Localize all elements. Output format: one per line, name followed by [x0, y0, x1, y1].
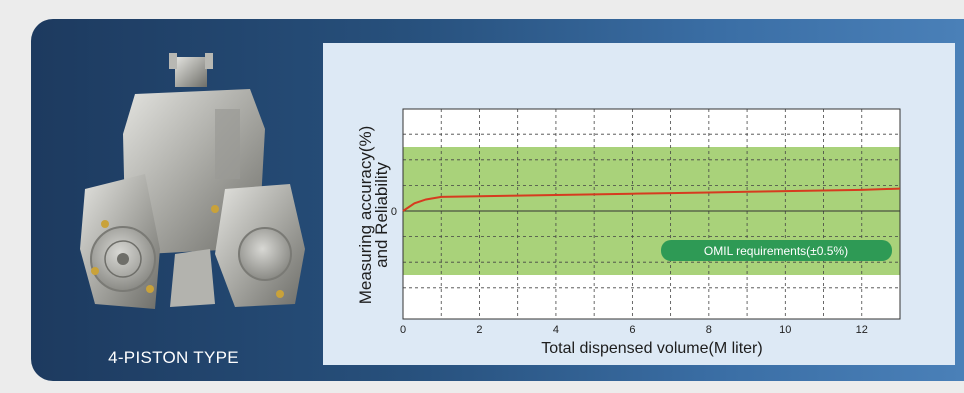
y-axis-label-line1: Measuring accuracy(%) — [356, 126, 375, 305]
accuracy-chart: OMIL requirements(±0.5%) 0 0 2 4 6 8 10 12 Tot… — [356, 108, 901, 357]
x-tick-4: 4 — [553, 324, 559, 336]
y-tick-0: 0 — [391, 206, 397, 218]
omil-badge-label: OMIL requirements(±0.5%) — [704, 244, 848, 258]
x-tick-labels: 0 2 4 6 8 10 12 — [400, 324, 868, 336]
x-tick-10: 10 — [779, 324, 791, 336]
pump-meter-image — [80, 53, 305, 309]
x-tick-2: 2 — [476, 324, 482, 336]
x-tick-12: 12 — [856, 324, 868, 336]
y-axis-label-line2: and Reliability — [372, 162, 391, 268]
x-tick-8: 8 — [706, 324, 712, 336]
chart-panel: OMIL requirements(±0.5%) 0 0 2 4 6 8 10 12 Tot… — [323, 43, 955, 365]
omil-badge — [661, 240, 892, 261]
grid-lines — [403, 109, 900, 319]
product-banner: 4-PISTON TYPE OMIL requirements(±0.5%) 0… — [31, 19, 964, 381]
series-line-0 — [402, 187, 901, 212]
product-label: 4-PISTON TYPE — [108, 348, 239, 367]
x-axis-label: Total dispensed volume(M liter) — [541, 340, 762, 357]
x-tick-6: 6 — [629, 324, 635, 336]
plot-frame — [402, 108, 901, 320]
series-group — [402, 187, 901, 212]
x-tick-0: 0 — [400, 324, 406, 336]
